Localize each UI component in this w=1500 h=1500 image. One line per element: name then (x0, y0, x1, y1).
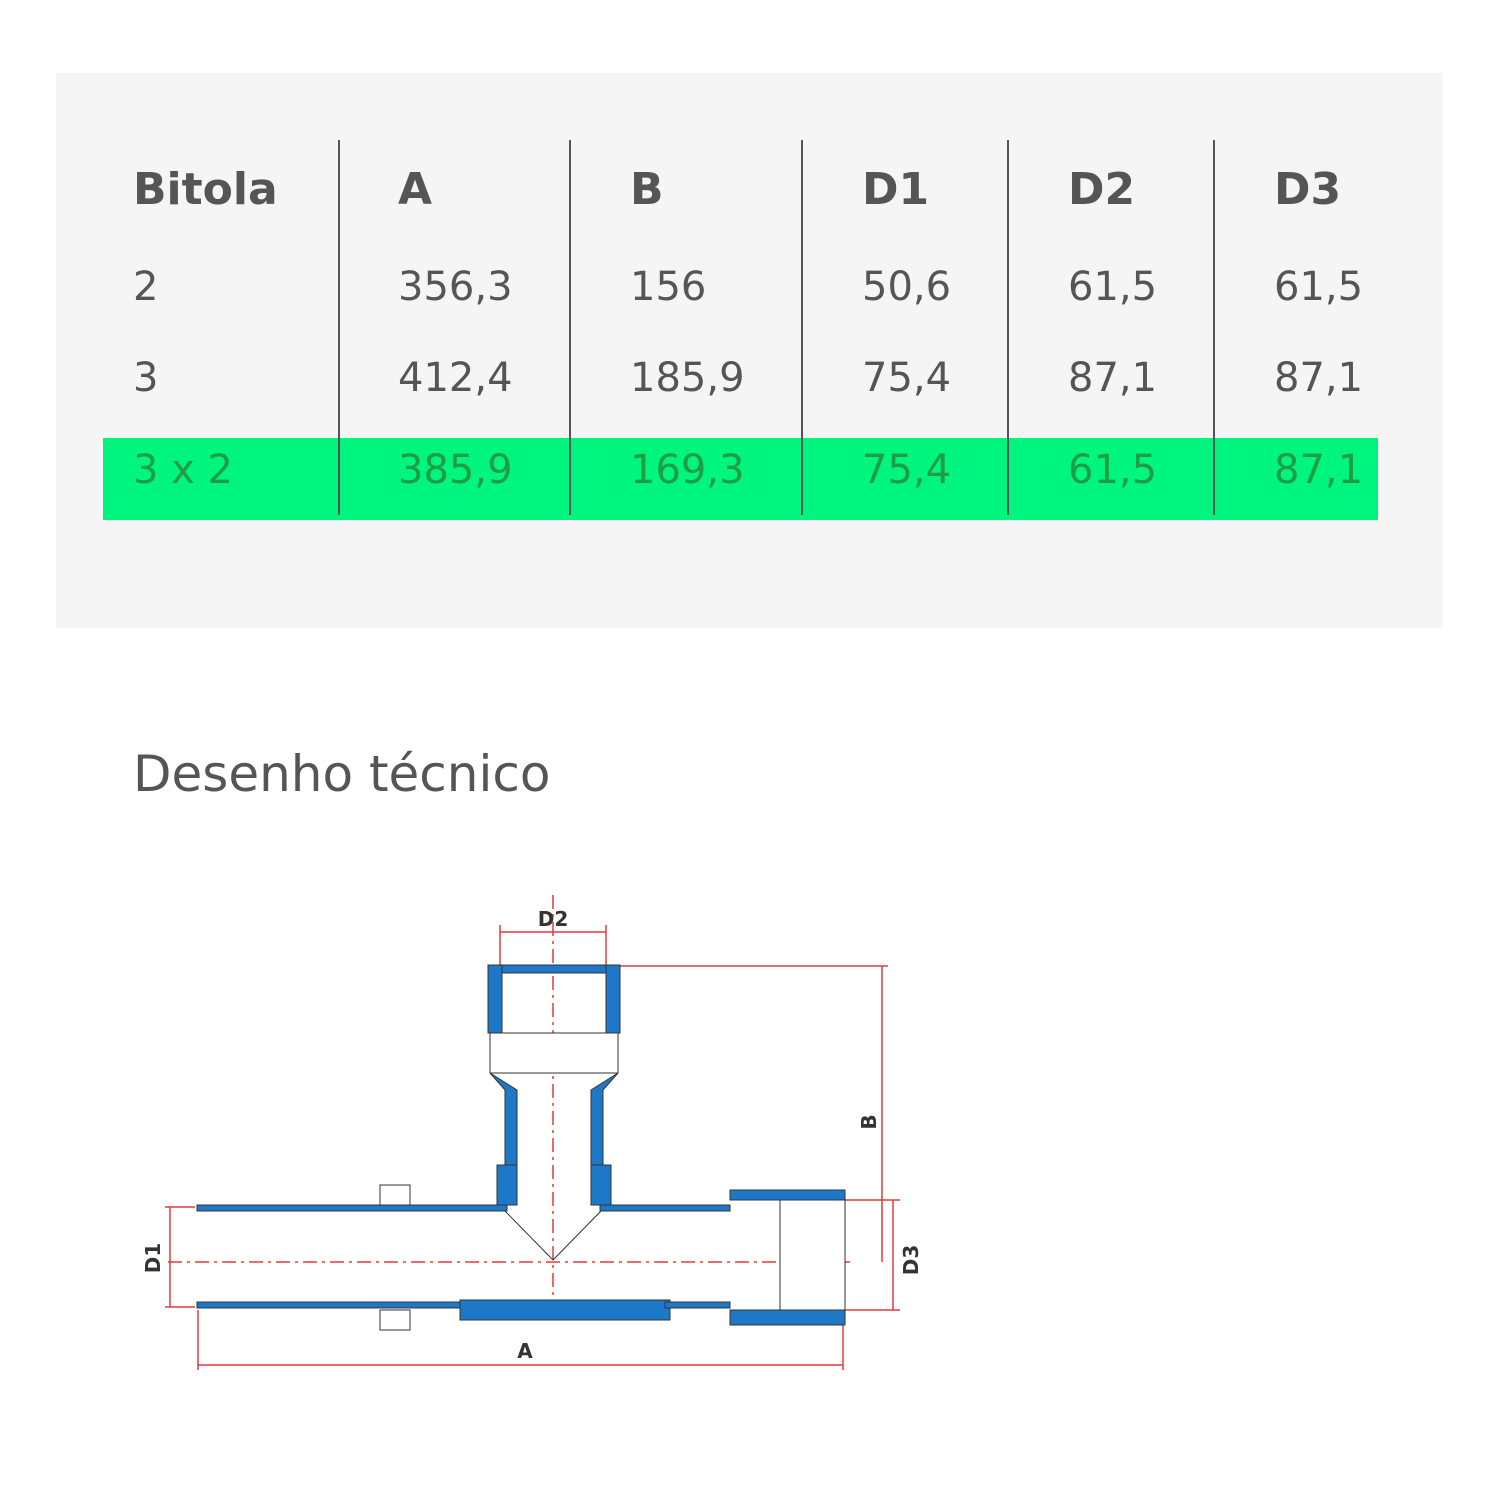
table-cell: 412,4 (398, 355, 513, 401)
column-header: D3 (1274, 164, 1342, 215)
column-divider (1213, 140, 1215, 515)
column-divider (1007, 140, 1009, 515)
table-cell: 185,9 (630, 355, 745, 401)
column-header: B (630, 164, 664, 215)
column-header: D1 (862, 164, 930, 215)
table-cell: 3 x 2 (133, 447, 233, 493)
column-header: Bitola (133, 164, 278, 215)
table-cell: 356,3 (398, 264, 513, 310)
dimension-lines (165, 895, 900, 1370)
tee-fitting (196, 964, 846, 1331)
dimensions-table (56, 73, 1443, 628)
table-cell: 87,1 (1274, 355, 1364, 401)
label-a: A (517, 1339, 533, 1363)
label-d3: D3 (899, 1245, 923, 1276)
label-d2: D2 (538, 907, 569, 931)
column-header: A (398, 164, 433, 215)
column-divider (801, 140, 803, 515)
table-cell: 87,1 (1068, 355, 1158, 401)
table-cell: 2 (133, 264, 159, 310)
table-cell: 87,1 (1274, 447, 1364, 493)
table-cell: 385,9 (398, 447, 513, 493)
table-cell: 61,5 (1068, 447, 1158, 493)
table-cell: 75,4 (862, 447, 952, 493)
section-title: Desenho técnico (133, 745, 551, 803)
table-cell: 50,6 (862, 264, 952, 310)
table-cell: 61,5 (1068, 264, 1158, 310)
table-cell: 75,4 (862, 355, 952, 401)
label-b: B (857, 1114, 881, 1129)
column-divider (569, 140, 571, 515)
table-cell: 156 (630, 264, 707, 310)
table-cell: 169,3 (630, 447, 745, 493)
column-divider (338, 140, 340, 515)
label-d1: D1 (141, 1243, 165, 1274)
highlighted-row (103, 438, 1378, 520)
column-header: D2 (1068, 164, 1136, 215)
table-cell: 3 (133, 355, 159, 401)
table-cell: 61,5 (1274, 264, 1364, 310)
